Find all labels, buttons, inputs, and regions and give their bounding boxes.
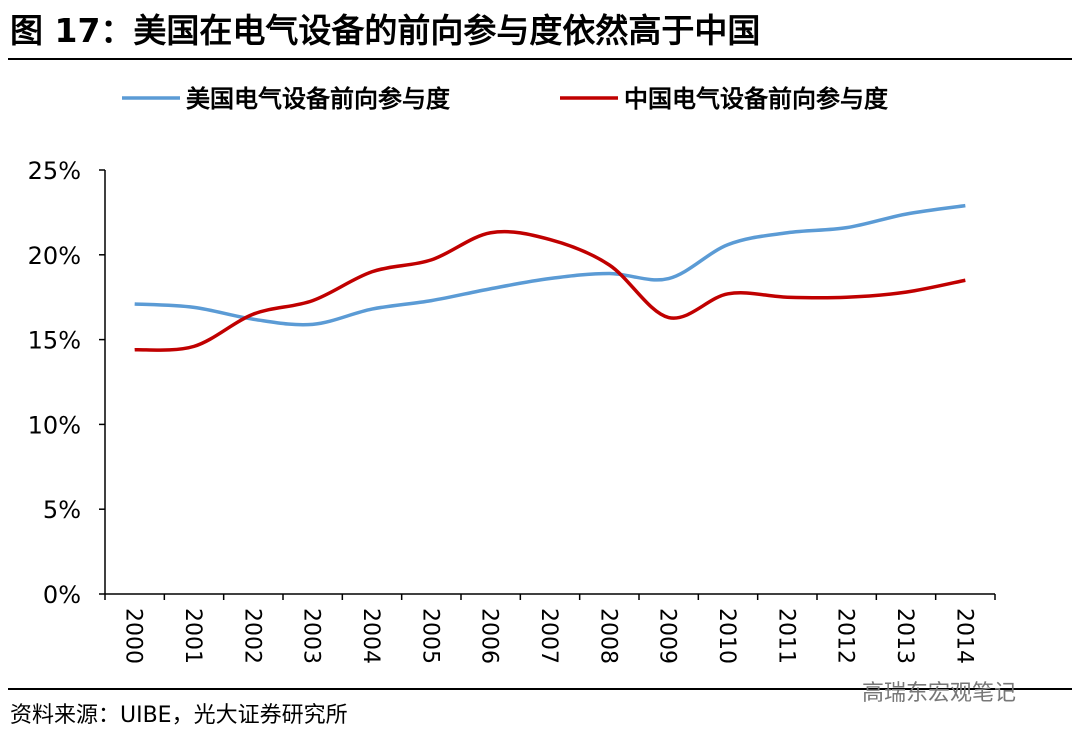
x-tick-label: 2010 [714, 608, 739, 664]
x-tick-label: 2001 [180, 608, 205, 664]
y-tick-label: 5% [43, 496, 81, 524]
x-tick-label: 2012 [833, 608, 858, 664]
watermark: 高瑞东宏观笔记 [862, 681, 1016, 706]
series-line [134, 229, 966, 352]
x-tick-label: 2008 [595, 608, 620, 664]
y-tick-label: 10% [28, 411, 81, 439]
y-tick-label: 20% [28, 242, 81, 270]
x-tick-label: 2006 [477, 608, 502, 664]
x-tick-label: 2013 [892, 608, 917, 664]
x-tick-label: 2014 [951, 608, 976, 664]
y-tick-label: 15% [28, 327, 81, 355]
x-tick-label: 2004 [358, 608, 383, 664]
x-tick-label: 2005 [417, 608, 442, 664]
x-tick-label: 2007 [536, 608, 561, 664]
y-tick-label: 25% [28, 157, 81, 185]
x-tick-label: 2009 [655, 608, 680, 664]
x-tick-label: 2003 [299, 608, 324, 664]
chart-title: 图 17：美国在电气设备的前向参与度依然高于中国 [10, 11, 760, 50]
y-tick-label: 0% [43, 581, 81, 609]
series-line [134, 203, 966, 327]
x-tick-label: 2011 [773, 608, 798, 664]
source-note: 资料来源：UIBE，光大证券研究所 [10, 703, 348, 728]
legend-label: 中国电气设备前向参与度 [624, 85, 889, 113]
legend-label: 美国电气设备前向参与度 [186, 85, 451, 113]
x-tick-label: 2002 [239, 608, 264, 664]
x-tick-label: 2000 [121, 608, 146, 664]
